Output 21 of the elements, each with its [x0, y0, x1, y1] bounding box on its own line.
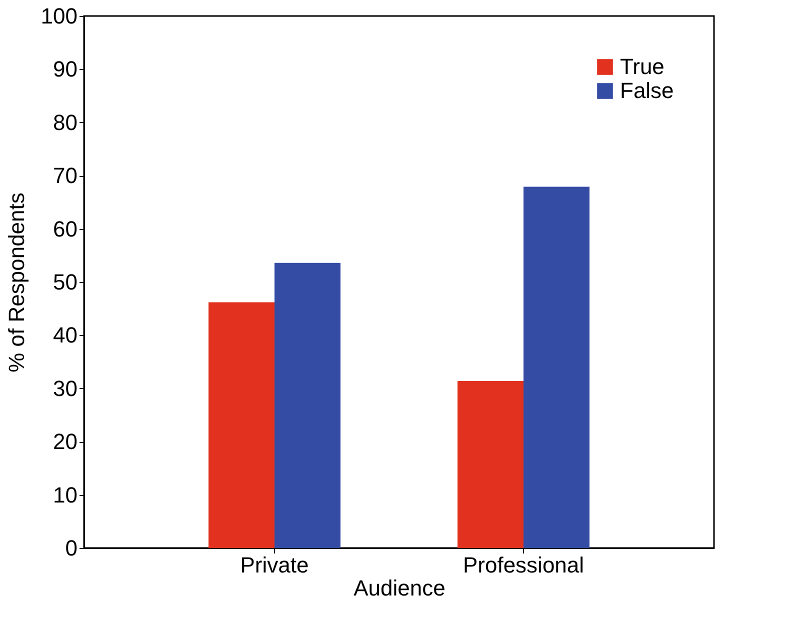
bar [274, 262, 340, 548]
bar [524, 186, 590, 548]
bar [458, 380, 524, 548]
y-tick-label: 30 [53, 376, 78, 401]
y-tick-label: 10 [53, 482, 78, 508]
y-tick-label: 40 [53, 322, 78, 348]
y-tick-label: 100 [40, 4, 78, 28]
y-tick-label: 0 [65, 536, 78, 560]
bar [208, 302, 274, 548]
y-tick-label: 90 [53, 56, 78, 82]
y-tick-label: 20 [53, 429, 78, 454]
legend-label: True [620, 54, 664, 79]
y-tick-label: 50 [53, 270, 78, 294]
y-tick-label: 70 [53, 163, 78, 188]
x-tick-label: Professional [462, 552, 584, 578]
legend-label: False [620, 78, 674, 103]
y-axis-title: % of Respondents [4, 192, 29, 372]
y-tick-label: 60 [53, 216, 78, 242]
y-tick-label: 80 [53, 110, 78, 135]
x-tick-label: Private [240, 552, 309, 578]
x-axis-title: Audience [354, 576, 446, 600]
